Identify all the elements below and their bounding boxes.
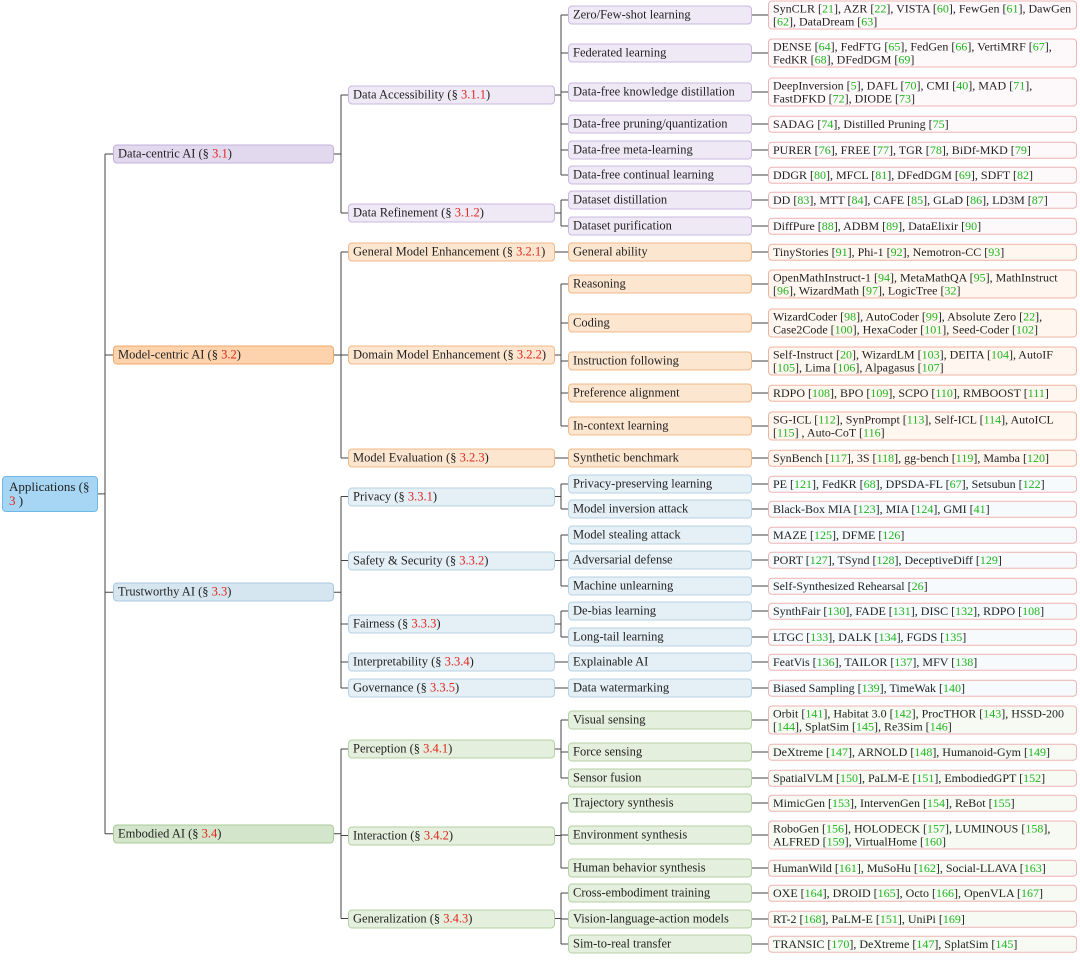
works-list: HumanWild [161], MuSoHu [162], Social-LL… (768, 859, 1077, 877)
works-list: SynBench [117], 3S [118], gg-bench [119]… (768, 449, 1077, 467)
works-list: OpenMathInstruct-1 [94], MetaMathQA [95]… (768, 269, 1077, 299)
works-list: PORT [127], TSynd [128], DeceptiveDiff [… (768, 551, 1077, 569)
topic-node: Data-free meta-learning (568, 140, 752, 160)
works-list: SADAG [74], Distilled Pruning [75] (768, 115, 1077, 133)
topic-node: General ability (568, 242, 752, 262)
works-list: DeepInversion [5], DAFL [70], CMI [40], … (768, 77, 1077, 107)
works-list: Orbit [141], Habitat 3.0 [142], ProcTHOR… (768, 705, 1077, 735)
subsection-node: Safety & Security (§ 3.3.2) (348, 551, 555, 570)
works-list: DENSE [64], FedFTG [65], FedGen [66], Ve… (768, 38, 1077, 68)
topic-node: Machine unlearning (568, 576, 752, 596)
works-list: WizardCoder [98], AutoCoder [99], Absolu… (768, 308, 1077, 338)
topic-node: De-bias learning (568, 601, 752, 621)
works-list: FeatVis [136], TAILOR [137], MFV [138] (768, 653, 1077, 671)
topic-node: Trajectory synthesis (568, 793, 752, 813)
works-list: TinyStories [91], Phi-1 [92], Nemotron-C… (768, 243, 1077, 261)
topic-node: Human behavior synthesis (568, 858, 752, 878)
topic-node: Explainable AI (568, 652, 752, 672)
works-list: DiffPure [88], ADBM [89], DataElixir [90… (768, 217, 1077, 235)
works-list: SynCLR [21], AZR [22], VISTA [60], FewGe… (768, 0, 1077, 30)
subsection-node: Domain Model Enhancement (§ 3.2.2) (348, 345, 555, 365)
topic-node: Dataset distillation (568, 190, 752, 210)
subsection-node: Interpretability (§ 3.3.4) (348, 652, 555, 672)
topic-node: Sensor fusion (568, 768, 752, 788)
topic-node: Cross-embodiment training (568, 883, 752, 903)
section-node: Embodied AI (§ 3.4) (113, 824, 334, 844)
works-list: SpatialVLM [150], PaLM-E [151], Embodied… (768, 769, 1077, 787)
works-list: RT-2 [168], PaLM-E [151], UniPi [169] (768, 910, 1077, 928)
works-list: DDGR [80], MFCL [81], DFedDGM [69], SDFT… (768, 166, 1077, 184)
works-list: Black-Box MIA [123], MIA [124], GMI [41] (768, 500, 1077, 518)
topic-node: Sim-to-real transfer (568, 934, 752, 954)
works-list: DeXtreme [147], ARNOLD [148], Humanoid-G… (768, 743, 1077, 761)
works-list: SynthFair [130], FADE [131], DISC [132],… (768, 602, 1077, 620)
topic-node: Dataset purification (568, 216, 752, 236)
works-list: OXE [164], DROID [165], Octo [166], Open… (768, 884, 1077, 902)
subsection-node: Privacy (§ 3.3.1) (348, 487, 555, 506)
section-node: Trustworthy AI (§ 3.3) (113, 582, 334, 602)
section-node: Data-centric AI (§ 3.1) (113, 144, 334, 164)
topic-node: Model stealing attack (568, 525, 752, 545)
root-node: Applications (§ 3 ) (2, 475, 98, 512)
topic-node: Long-tail learning (568, 627, 752, 647)
works-list: TRANSIC [170], DeXtreme [147], SplatSim … (768, 935, 1077, 953)
topic-node: Data-free continual learning (568, 165, 752, 185)
topic-node: Vision-language-action models (568, 909, 752, 929)
works-list: PE [121], FedKR [68], DPSDA-FL [67], Set… (768, 475, 1077, 493)
works-list: MAZE [125], DFME [126] (768, 526, 1077, 544)
topic-node: Data watermarking (568, 678, 752, 698)
subsection-node: Data Accessibility (§ 3.1.1) (348, 85, 555, 105)
subsection-node: Data Refinement (§ 3.1.2) (348, 203, 555, 223)
works-list: SG-ICL [112], SynPrompt [113], Self-ICL … (768, 411, 1077, 441)
works-list: Biased Sampling [139], TimeWak [140] (768, 679, 1077, 697)
works-list: RDPO [108], BPO [109], SCPO [110], RMBOO… (768, 384, 1077, 402)
topic-node: Data-free knowledge distillation (568, 82, 752, 102)
works-list: LTGC [133], DALK [134], FGDS [135] (768, 628, 1077, 646)
topic-node: Reasoning (568, 274, 752, 294)
works-list: RoboGen [156], HOLODECK [157], LUMINOUS … (768, 820, 1077, 850)
works-list: Self-Instruct [20], WizardLM [103], DEIT… (768, 346, 1077, 376)
subsection-node: Generalization (§ 3.4.3) (348, 909, 555, 928)
topic-node: Environment synthesis (568, 825, 752, 845)
topic-node: Privacy-preserving learning (568, 474, 752, 494)
topic-node: Synthetic benchmark (568, 448, 752, 468)
topic-node: In-context learning (568, 416, 752, 436)
topic-node: Preference alignment (568, 383, 752, 403)
works-list: Self-Synthesized Rehearsal [26] (768, 577, 1077, 595)
section-node: Model-centric AI (§ 3.2) (113, 345, 334, 365)
works-list: DD [83], MTT [84], CAFE [85], GLaD [86],… (768, 191, 1077, 209)
works-list: MimicGen [153], IntervenGen [154], ReBot… (768, 794, 1077, 812)
topic-node: Instruction following (568, 351, 752, 371)
subsection-node: Model Evaluation (§ 3.2.3) (348, 448, 555, 468)
subsection-node: Governance (§ 3.3.5) (348, 678, 555, 698)
topic-node: Force sensing (568, 742, 752, 762)
topic-node: Adversarial defense (568, 550, 752, 570)
works-list: PURER [76], FREE [77], TGR [78], BiDf-MK… (768, 141, 1077, 159)
subsection-node: Fairness (§ 3.3.3) (348, 614, 555, 634)
topic-node: Coding (568, 313, 752, 333)
subsection-node: General Model Enhancement (§ 3.2.1) (348, 242, 555, 262)
topic-node: Model inversion attack (568, 499, 752, 519)
topic-node: Federated learning (568, 43, 752, 63)
topic-node: Visual sensing (568, 710, 752, 730)
subsection-node: Perception (§ 3.4.1) (348, 739, 555, 759)
topic-node: Data-free pruning/quantization (568, 114, 752, 134)
subsection-node: Interaction (§ 3.4.2) (348, 826, 555, 845)
topic-node: Zero/Few-shot learning (568, 5, 752, 25)
